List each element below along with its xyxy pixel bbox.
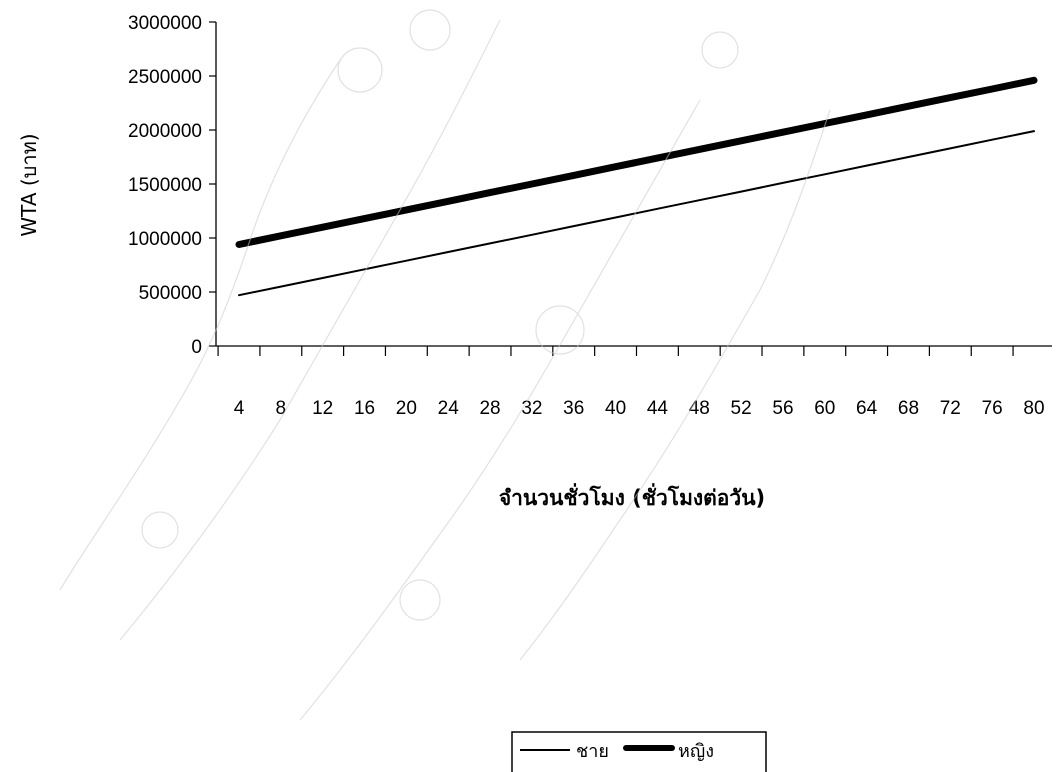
y-axis-ticks: 0 500000 1000000 1500000 2000000 2500000 30000… bbox=[128, 13, 217, 358]
y-tick-label: 2500000 bbox=[128, 67, 202, 88]
series-layer bbox=[235, 76, 1038, 297]
legend-label-female: หญิง bbox=[678, 741, 714, 762]
series-line-male bbox=[238, 130, 1035, 297]
x-tick-label: 76 bbox=[982, 398, 1003, 419]
legend-box bbox=[511, 731, 767, 772]
y-tick-label: 1500000 bbox=[128, 175, 202, 196]
y-tick-label: 2000000 bbox=[128, 121, 202, 142]
y-axis-title: WTA (บาท) bbox=[17, 133, 41, 236]
x-tick-label: 44 bbox=[647, 398, 669, 419]
x-tick-label: 32 bbox=[521, 398, 542, 419]
x-tick-label: 16 bbox=[354, 398, 375, 419]
x-tick-label: 52 bbox=[731, 398, 752, 419]
y-tick-label: 1000000 bbox=[128, 229, 202, 250]
x-tick-label: 64 bbox=[856, 398, 878, 419]
x-tick-label: 40 bbox=[605, 398, 626, 419]
y-tick-label: 3000000 bbox=[128, 13, 202, 34]
y-tick-label: 500000 bbox=[139, 283, 202, 304]
x-axis-title: จำนวนชั่วโมง (ชั่วโมงต่อวัน) bbox=[499, 482, 765, 510]
x-tick-label: 60 bbox=[814, 398, 835, 419]
series-line-female bbox=[235, 76, 1038, 248]
x-tick-label: 68 bbox=[898, 398, 919, 419]
y-tick-label: 0 bbox=[191, 337, 202, 358]
x-tick-label: 56 bbox=[772, 398, 793, 419]
legend-label-male: ชาย bbox=[576, 741, 609, 762]
x-tick-label: 48 bbox=[689, 398, 710, 419]
x-tick-label: 36 bbox=[563, 398, 584, 419]
x-tick-label: 80 bbox=[1023, 398, 1044, 419]
x-tick-label: 4 bbox=[234, 398, 245, 419]
legend: ชาย หญิง bbox=[511, 731, 767, 772]
x-axis-ticks: 4 8 12 16 20 24 28 32 36 40 44 48 52 56 60 64 68 72 76 80 bbox=[216, 345, 1052, 419]
x-tick-label: 20 bbox=[396, 398, 417, 419]
x-tick-label: 24 bbox=[438, 398, 460, 419]
x-tick-label: 12 bbox=[312, 398, 333, 419]
x-tick-label: 8 bbox=[276, 398, 287, 419]
x-tick-label: 28 bbox=[479, 398, 500, 419]
x-tick-label: 72 bbox=[940, 398, 961, 419]
